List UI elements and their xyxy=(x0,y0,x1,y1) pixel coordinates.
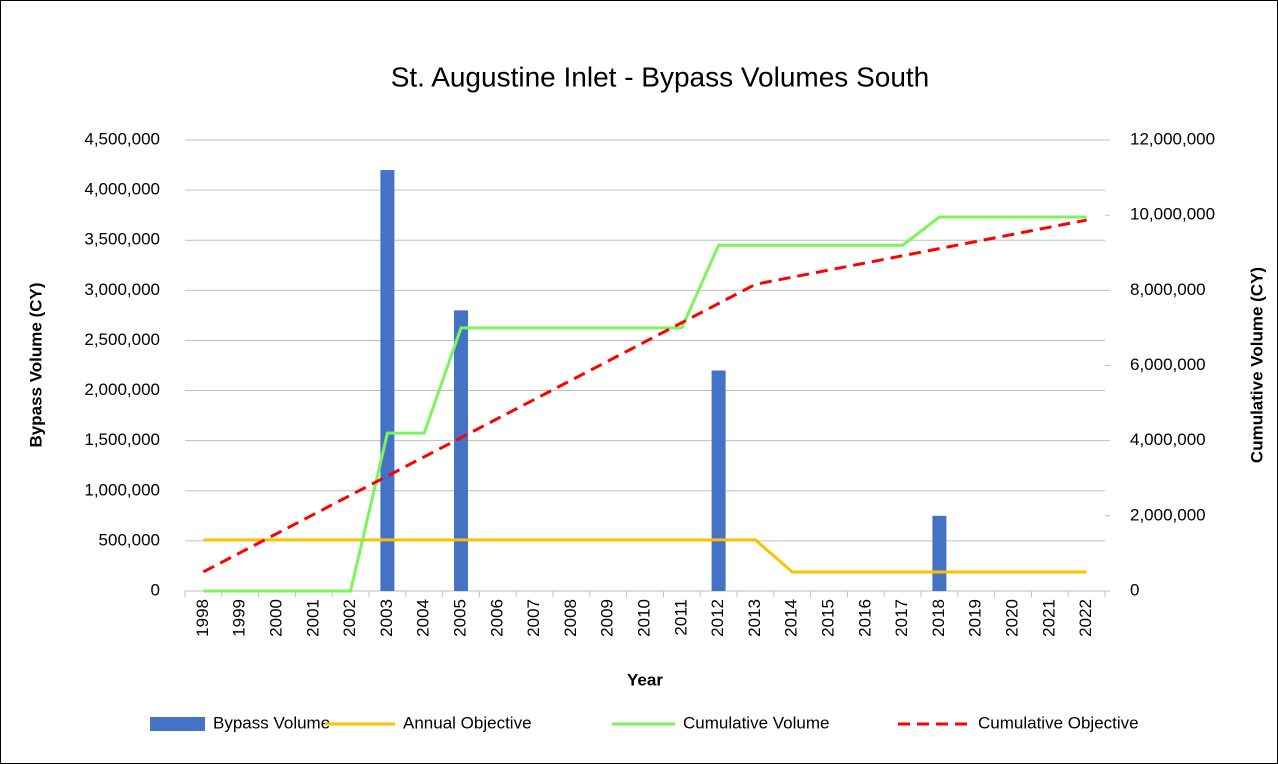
x-tick-label: 2004 xyxy=(414,599,433,637)
legend-label: Annual Objective xyxy=(403,713,532,732)
y-axis-title: Bypass Volume (CY) xyxy=(26,282,45,447)
y2-tick-label: 8,000,000 xyxy=(1130,280,1206,299)
x-tick-label: 2008 xyxy=(561,599,580,637)
x-tick-label: 2015 xyxy=(818,599,837,637)
y-tick-label: 2,000,000 xyxy=(84,380,160,399)
x-tick-label: 2007 xyxy=(524,599,543,637)
y-tick-label: 1,500,000 xyxy=(84,430,160,449)
x-tick-label: 2019 xyxy=(966,599,985,637)
y2-tick-label: 10,000,000 xyxy=(1130,205,1215,224)
y-tick-label: 2,500,000 xyxy=(84,330,160,349)
x-tick-label: 2014 xyxy=(782,599,801,637)
x-tick-label: 2011 xyxy=(671,599,690,636)
bar xyxy=(380,170,395,592)
y2-tick-label: 4,000,000 xyxy=(1130,430,1206,449)
x-tick-label: 2006 xyxy=(487,599,506,637)
x-tick-label: 2005 xyxy=(450,599,469,637)
legend-label: Cumulative Objective xyxy=(978,713,1139,732)
x-tick-label: 2013 xyxy=(745,599,764,637)
line xyxy=(202,218,1087,574)
x-tick-label: 2018 xyxy=(929,599,948,637)
y-tick-label: 1,000,000 xyxy=(84,480,160,499)
line xyxy=(203,215,1087,593)
line xyxy=(203,538,1087,574)
x-tick-label: 2000 xyxy=(266,599,285,637)
x-tick-label: 2016 xyxy=(855,599,874,637)
x-tick-label: 1998 xyxy=(193,599,212,637)
y2-tick-label: 12,000,000 xyxy=(1130,129,1215,148)
x-tick-label: 2017 xyxy=(892,599,911,637)
x-tick-label: 2010 xyxy=(634,599,653,637)
x-tick-label: 2002 xyxy=(340,599,359,637)
x-tick-label: 2001 xyxy=(303,599,322,637)
y2-tick-label: 2,000,000 xyxy=(1130,505,1206,524)
y2-tick-label: 6,000,000 xyxy=(1130,355,1206,374)
x-tick-label: 2021 xyxy=(1039,599,1058,637)
legend-label: Bypass Volume xyxy=(213,713,330,732)
legend-swatch xyxy=(150,717,205,731)
y-tick-label: 4,000,000 xyxy=(84,180,160,199)
y-tick-label: 500,000 xyxy=(99,530,160,549)
x-tick-label: 2003 xyxy=(377,599,396,637)
x-tick-label: 2012 xyxy=(708,599,727,637)
bar xyxy=(711,370,726,591)
y-tick-label: 4,500,000 xyxy=(84,129,160,148)
y-tick-label: 0 xyxy=(151,580,160,599)
x-tick-label: 2020 xyxy=(1002,599,1021,637)
y-tick-label: 3,500,000 xyxy=(84,230,160,249)
y2-axis-title: Cumulative Volume (CY) xyxy=(1247,267,1266,463)
chart-title: St. Augustine Inlet - Bypass Volumes Sou… xyxy=(391,61,930,92)
y-tick-label: 3,000,000 xyxy=(84,280,160,299)
bar xyxy=(932,515,947,591)
x-tick-label: 2022 xyxy=(1076,599,1095,637)
x-tick-label: 1999 xyxy=(230,599,249,637)
bar xyxy=(454,310,468,591)
x-axis-title: Year xyxy=(627,670,663,689)
y2-tick-label: 0 xyxy=(1130,580,1139,599)
x-tick-label: 2009 xyxy=(598,599,617,637)
legend-label: Cumulative Volume xyxy=(683,713,829,732)
